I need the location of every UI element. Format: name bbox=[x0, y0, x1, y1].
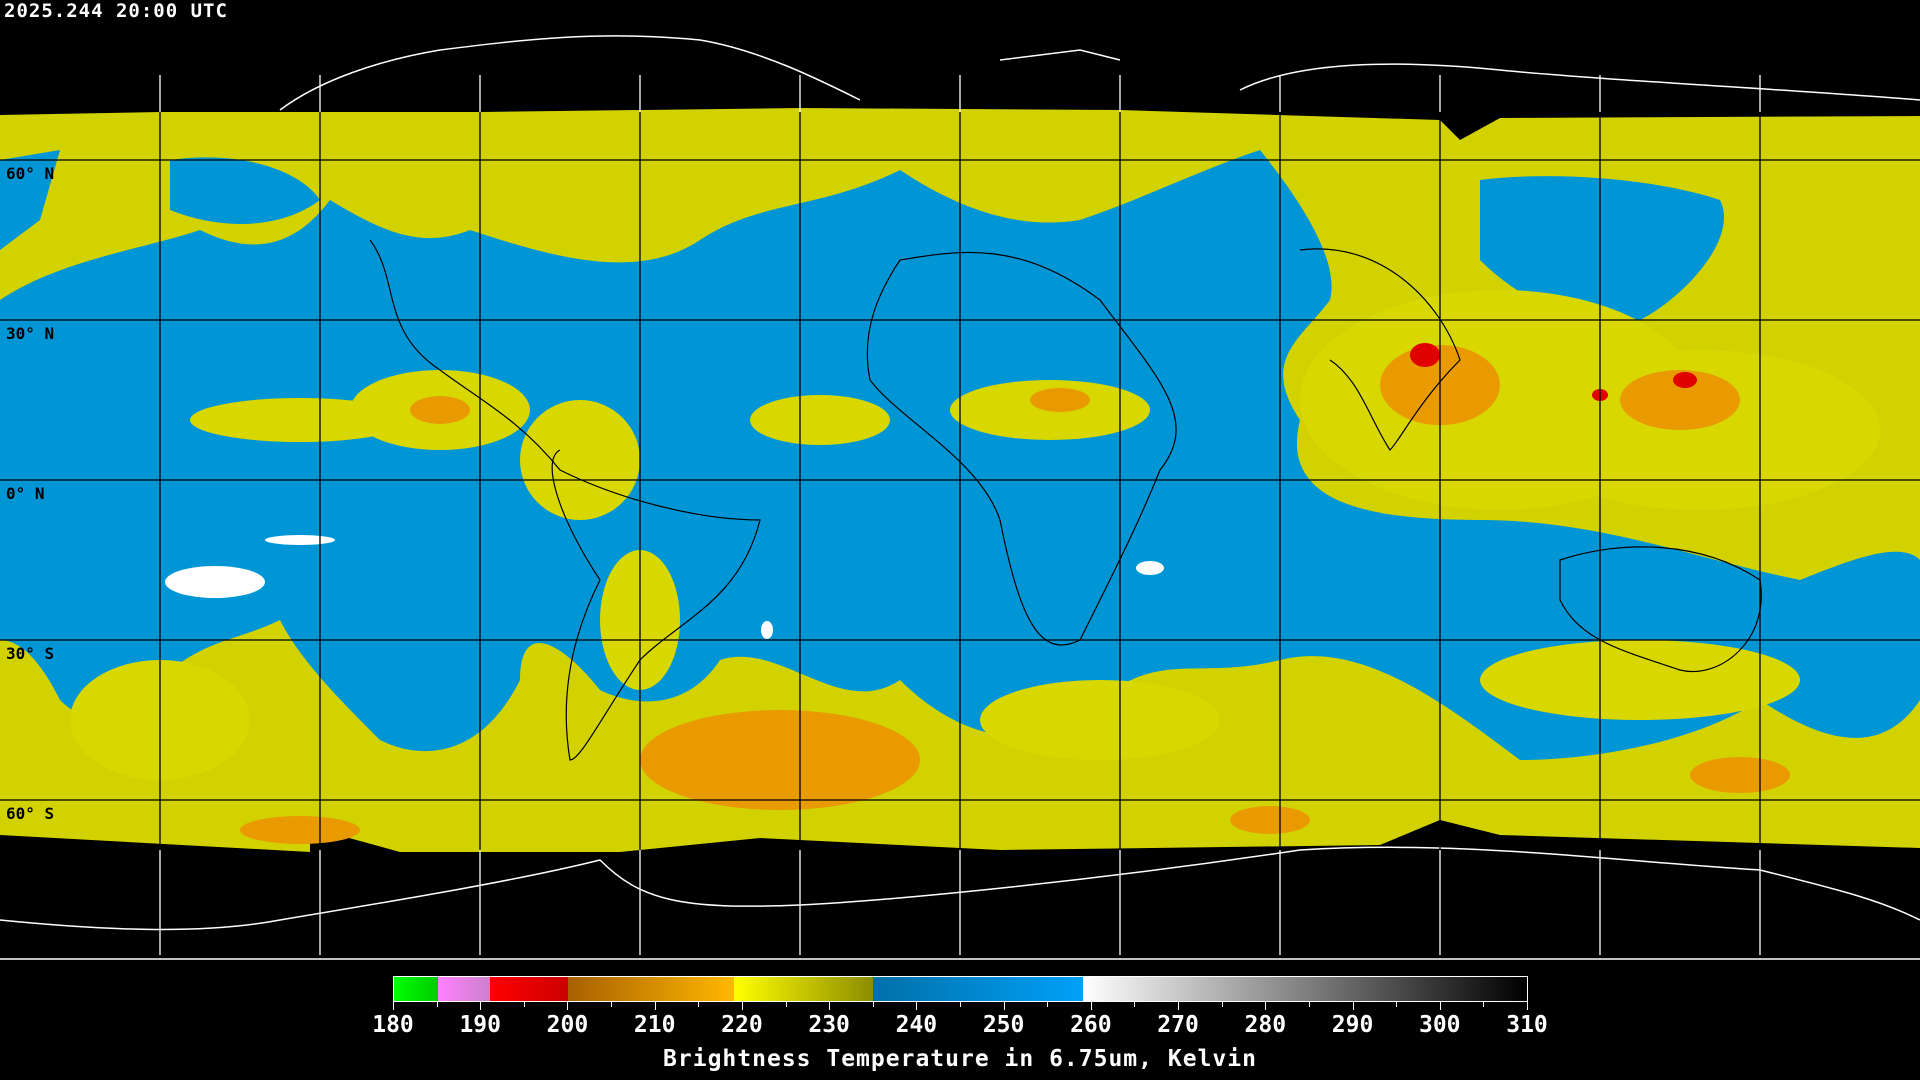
water-vapor-map bbox=[0, 35, 1920, 960]
cold-cloud-areas bbox=[240, 345, 1790, 844]
colorbar-tick-label: 280 bbox=[1244, 1012, 1287, 1038]
colorbar-tick bbox=[1047, 1002, 1049, 1007]
colorbar-tick bbox=[785, 1002, 787, 1007]
colorbar-tick-label: 310 bbox=[1506, 1012, 1548, 1038]
colorbar-tick bbox=[480, 1002, 482, 1010]
lat-label-60n: 60° N bbox=[6, 164, 55, 183]
lat-label-30s: 30° S bbox=[6, 644, 55, 663]
colorbar-tick bbox=[741, 1002, 743, 1010]
graticule bbox=[0, 75, 1920, 955]
colorbar-tick-label: 230 bbox=[808, 1012, 850, 1038]
colorbar-tick-label: 240 bbox=[895, 1012, 938, 1038]
colorbar-segment bbox=[394, 977, 438, 1001]
very-dry-spots bbox=[165, 535, 1164, 639]
colorbar-tick bbox=[1352, 1002, 1354, 1010]
colorbar-tick bbox=[1439, 1002, 1441, 1010]
colorbar-segment bbox=[568, 977, 734, 1001]
colorbar-tick-label: 210 bbox=[633, 1012, 676, 1038]
colorbar-tick-label: 290 bbox=[1331, 1012, 1374, 1038]
colorbar bbox=[393, 976, 1528, 1002]
colorbar-segment bbox=[437, 977, 490, 1001]
colorbar-tick bbox=[436, 1002, 438, 1007]
colorbar-tick bbox=[611, 1002, 613, 1007]
colorbar-tick bbox=[654, 1002, 656, 1010]
timestamp-label: 2025.244 20:00 UTC bbox=[4, 0, 228, 22]
lat-label-60s: 60° S bbox=[6, 804, 55, 823]
colorbar-tick bbox=[1308, 1002, 1310, 1007]
colorbar-segment bbox=[733, 977, 874, 1001]
colorbar-title: Brightness Temperature in 6.75um, Kelvin bbox=[663, 1046, 1257, 1072]
colorbar-tick bbox=[1483, 1002, 1485, 1007]
colorbar-tick bbox=[872, 1002, 874, 1007]
colorbar-tick bbox=[1090, 1002, 1092, 1010]
colorbar-tick bbox=[1003, 1002, 1005, 1010]
colorbar-tick bbox=[916, 1002, 918, 1010]
colorbar-tick-label: 190 bbox=[459, 1012, 501, 1038]
colorbar-segment bbox=[873, 977, 1083, 1001]
lat-label-30n: 30° N bbox=[6, 324, 55, 343]
colorbar-tick bbox=[1265, 1002, 1267, 1010]
colorbar-tick bbox=[1396, 1002, 1398, 1007]
colorbar-segment bbox=[1082, 977, 1527, 1001]
colorbar-tick-label: 180 bbox=[372, 1012, 414, 1038]
colorbar-tick bbox=[393, 1002, 394, 1010]
colorbar-tick-label: 250 bbox=[982, 1012, 1025, 1038]
colorbar-tick-label: 300 bbox=[1418, 1012, 1461, 1038]
polar-coastlines bbox=[0, 35, 1920, 931]
coastlines bbox=[369, 239, 1762, 761]
colorbar-tick bbox=[698, 1002, 700, 1007]
colorbar-tick bbox=[567, 1002, 569, 1010]
colorbar-tick bbox=[1178, 1002, 1180, 1010]
colorbar-tick-label: 200 bbox=[546, 1012, 589, 1038]
lat-label-0: 0° N bbox=[6, 484, 45, 503]
colorbar-tick bbox=[523, 1002, 525, 1007]
colorbar-tick bbox=[960, 1002, 961, 1007]
colorbar-tick bbox=[829, 1002, 831, 1010]
colorbar-tick bbox=[1221, 1002, 1223, 1007]
colorbar-tick bbox=[1134, 1002, 1136, 1007]
colorbar-segment bbox=[489, 977, 569, 1001]
colorbar-tick-label: 220 bbox=[721, 1012, 763, 1038]
colorbar-tick bbox=[1527, 1002, 1528, 1010]
colorbar-tick-label: 260 bbox=[1070, 1012, 1112, 1038]
colorbar-tick-label: 270 bbox=[1157, 1012, 1199, 1038]
